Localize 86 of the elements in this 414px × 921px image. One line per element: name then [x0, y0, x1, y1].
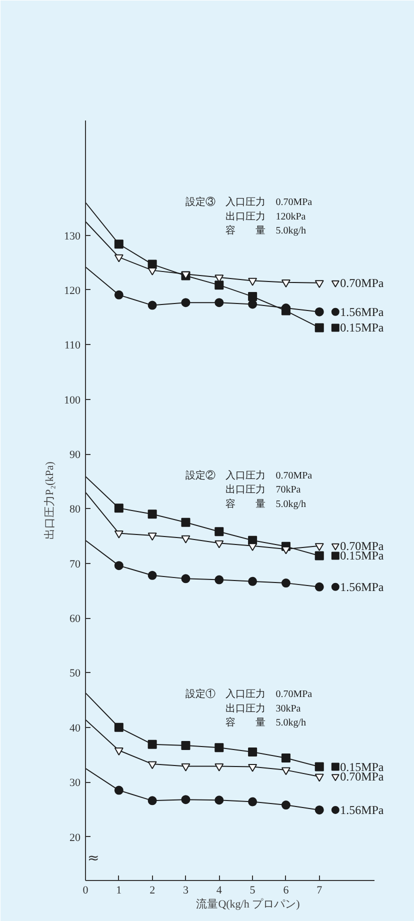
- annotation: 設定① 入口圧力 0.70MPa 出口圧力 30kPa 容 量 5.0kg/h: [186, 688, 313, 729]
- point: [148, 570, 157, 580]
- y-tick-label: 130: [64, 230, 81, 242]
- point: [214, 280, 224, 290]
- point: [181, 740, 190, 750]
- point: [314, 774, 324, 782]
- point: [114, 748, 124, 756]
- point: [214, 540, 224, 548]
- point: [281, 578, 290, 588]
- point: [314, 582, 324, 592]
- point: [314, 805, 324, 814]
- legend-label: 0.15MPa: [340, 760, 384, 774]
- point: [114, 240, 124, 249]
- point: [314, 762, 324, 772]
- y-tick-label: 70: [70, 558, 81, 570]
- point: [314, 280, 324, 288]
- point: [214, 763, 224, 772]
- x-tick-label: 3: [182, 884, 189, 896]
- point: [214, 298, 224, 308]
- point: [214, 743, 224, 752]
- point: [281, 280, 290, 288]
- annotation: 設定② 入口圧力 0.70MPa 出口圧力 70kPa 容 量 5.0kg/h: [186, 469, 313, 510]
- x-tick-label: 0: [82, 884, 89, 896]
- x-tick-label: 4: [216, 884, 222, 896]
- point: [181, 535, 190, 544]
- y-tick-label: 40: [70, 722, 81, 734]
- point: [114, 254, 124, 262]
- point: [114, 504, 124, 513]
- legend-label: 0.70MPa: [340, 276, 384, 290]
- y-tick-label: 80: [70, 504, 81, 516]
- point: [314, 543, 324, 551]
- point: [181, 298, 190, 308]
- point: [248, 764, 258, 772]
- point: [281, 754, 290, 763]
- point: [214, 527, 224, 536]
- point: [148, 510, 157, 519]
- y-tick-label: 90: [70, 449, 81, 462]
- point: [114, 722, 124, 732]
- x-tick-label: 1: [116, 884, 122, 896]
- x-tick-label: 6: [283, 884, 290, 896]
- point: [181, 574, 190, 584]
- point: [248, 543, 258, 551]
- point: [248, 292, 258, 302]
- point: [148, 300, 157, 310]
- point: [114, 786, 124, 795]
- y-tick-label: 30: [70, 777, 81, 790]
- point: [248, 278, 258, 286]
- y-tick-label: 110: [64, 340, 81, 352]
- legend-label: 0.70MPa: [340, 538, 384, 553]
- annotation: ≈: [88, 850, 100, 867]
- x-tick-label: 7: [316, 884, 323, 896]
- point: [181, 763, 190, 772]
- legend-label: 0.15MPa: [340, 320, 384, 335]
- point: [114, 290, 124, 300]
- point: [114, 530, 124, 538]
- point: [281, 767, 290, 776]
- point: [248, 797, 258, 806]
- y-tick-label: 100: [64, 394, 81, 406]
- y-tick-label: 60: [70, 613, 81, 626]
- point: [281, 800, 290, 810]
- x-axis-title: 流量Q(kg/h プロパン): [196, 898, 300, 910]
- y-tick-label: 120: [64, 284, 81, 297]
- legend-label: 1.56MPa: [340, 580, 384, 594]
- x-tick-label: 2: [150, 884, 156, 896]
- point: [214, 575, 224, 584]
- point: [214, 796, 224, 805]
- point: [148, 761, 157, 770]
- point: [181, 795, 190, 804]
- y-tick-label: 50: [70, 668, 81, 680]
- point: [248, 576, 258, 586]
- point: [314, 323, 324, 332]
- point: [314, 307, 324, 316]
- y-tick-label: 20: [70, 832, 81, 844]
- point: [248, 748, 258, 757]
- point: [114, 561, 124, 570]
- point: [148, 740, 157, 749]
- legend-label: 1.56MPa: [340, 304, 384, 319]
- legend-label: 1.56MPa: [340, 802, 384, 817]
- point: [314, 551, 324, 560]
- annotation: 設定③ 入口圧力 0.70MPa 出口圧力 120kPa 容 量 5.0kg/h: [186, 196, 313, 237]
- point: [181, 518, 190, 527]
- point: [148, 532, 157, 541]
- y-axis-title: 出口圧力P₂(kPa): [43, 461, 56, 540]
- x-tick-label: 5: [250, 884, 256, 896]
- point: [148, 796, 157, 806]
- point: [148, 268, 157, 276]
